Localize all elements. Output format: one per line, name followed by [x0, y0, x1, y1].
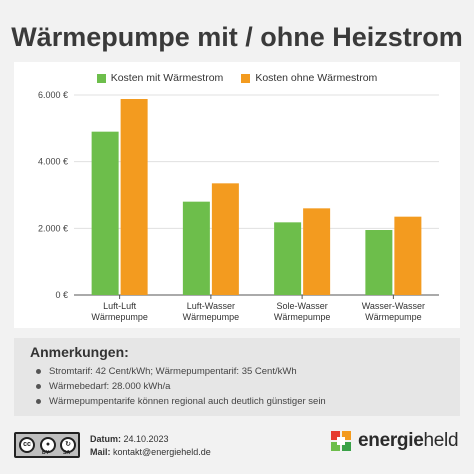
bar-chart: 0 €2.000 €4.000 €6.000 €Luft-LuftWärmepu…: [38, 90, 439, 322]
x-tick-label: Wasser-Wasser: [362, 301, 425, 311]
y-tick-label: 0 €: [55, 290, 68, 300]
cc-icon: cc: [19, 437, 35, 453]
chart-panel: Kosten mit Wärmestrom Kosten ohne Wärmes…: [14, 62, 460, 328]
brand-name: energieheld: [358, 430, 459, 452]
x-tick-label: Wärmepumpe: [365, 312, 422, 322]
note-text: Wärmepumpentarife können regional auch d…: [49, 396, 326, 407]
legend-label-mit: Kosten mit Wärmestrom: [110, 72, 224, 84]
mail-label: Mail:: [90, 447, 111, 457]
legend-swatch-orange: [241, 73, 251, 83]
notes-list: Stromtarif: 42 Cent/kWh; Wärmepumpentari…: [30, 364, 444, 409]
note-item: Wärmepumpentarife können regional auch d…: [30, 394, 444, 409]
bullet-icon: [36, 369, 41, 374]
date-label: Datum:: [90, 434, 121, 444]
cc-sa-label: SA: [63, 450, 70, 456]
legend-item-ohne: Kosten ohne Wärmestrom: [241, 72, 377, 84]
sa-icon: ↻: [60, 437, 76, 453]
legend-swatch-green: [96, 73, 106, 83]
note-text: Stromtarif: 42 Cent/kWh; Wärmepumpentari…: [49, 366, 297, 377]
notes-title: Anmerkungen:: [30, 344, 129, 360]
notes-panel: Anmerkungen: Stromtarif: 42 Cent/kWh; Wä…: [14, 338, 460, 416]
brand-logo: energieheld: [330, 430, 459, 452]
note-text: Wärmebedarf: 28.000 kWh/a: [49, 381, 171, 392]
mail-value[interactable]: kontakt@energieheld.de: [113, 447, 211, 457]
brand-light: held: [423, 430, 459, 451]
bar-mit-1: [182, 201, 210, 295]
note-item: Wärmebedarf: 28.000 kWh/a: [30, 379, 444, 394]
y-tick-label: 4.000 €: [38, 157, 68, 167]
bar-ohne-1: [211, 183, 239, 295]
bullet-icon: [36, 384, 41, 389]
bar-ohne-2: [303, 208, 331, 295]
x-tick-label: Wärmepumpe: [274, 312, 331, 322]
bar-mit-0: [91, 131, 119, 295]
chart-legend: Kosten mit Wärmestrom Kosten ohne Wärmes…: [14, 72, 460, 84]
y-tick-label: 2.000 €: [38, 223, 68, 233]
y-tick-label: 6.000 €: [38, 90, 68, 100]
bullet-icon: [36, 399, 41, 404]
footer: cc ● ↻ BY SA Datum: 24.10.2023 Mail: kon…: [0, 424, 474, 474]
footer-meta: Datum: 24.10.2023 Mail: kontakt@energieh…: [90, 433, 211, 459]
x-tick-label: Wärmepumpe: [183, 312, 240, 322]
brand-bold: energie: [358, 430, 424, 451]
legend-label-ohne: Kosten ohne Wärmestrom: [255, 72, 378, 84]
cc-license-badge[interactable]: cc ● ↻ BY SA: [14, 432, 80, 458]
bar-mit-2: [274, 222, 302, 295]
x-tick-label: Luft-Luft: [103, 301, 137, 311]
date-value: 24.10.2023: [123, 434, 169, 444]
page-title: Wärmepumpe mit / ohne Heizstrom: [11, 22, 463, 52]
x-tick-label: Sole-Wasser: [277, 301, 328, 311]
bar-ohne-0: [120, 99, 148, 295]
bar-mit-3: [365, 230, 393, 295]
cc-by-label: BY: [42, 450, 49, 456]
legend-item-mit: Kosten mit Wärmestrom: [96, 72, 224, 84]
bar-ohne-3: [394, 216, 422, 295]
x-tick-label: Luft-Wasser: [187, 301, 235, 311]
note-item: Stromtarif: 42 Cent/kWh; Wärmepumpentari…: [30, 364, 444, 379]
energieheld-logo-icon: [331, 431, 351, 451]
by-icon: ●: [40, 437, 56, 453]
x-tick-label: Wärmepumpe: [91, 312, 148, 322]
